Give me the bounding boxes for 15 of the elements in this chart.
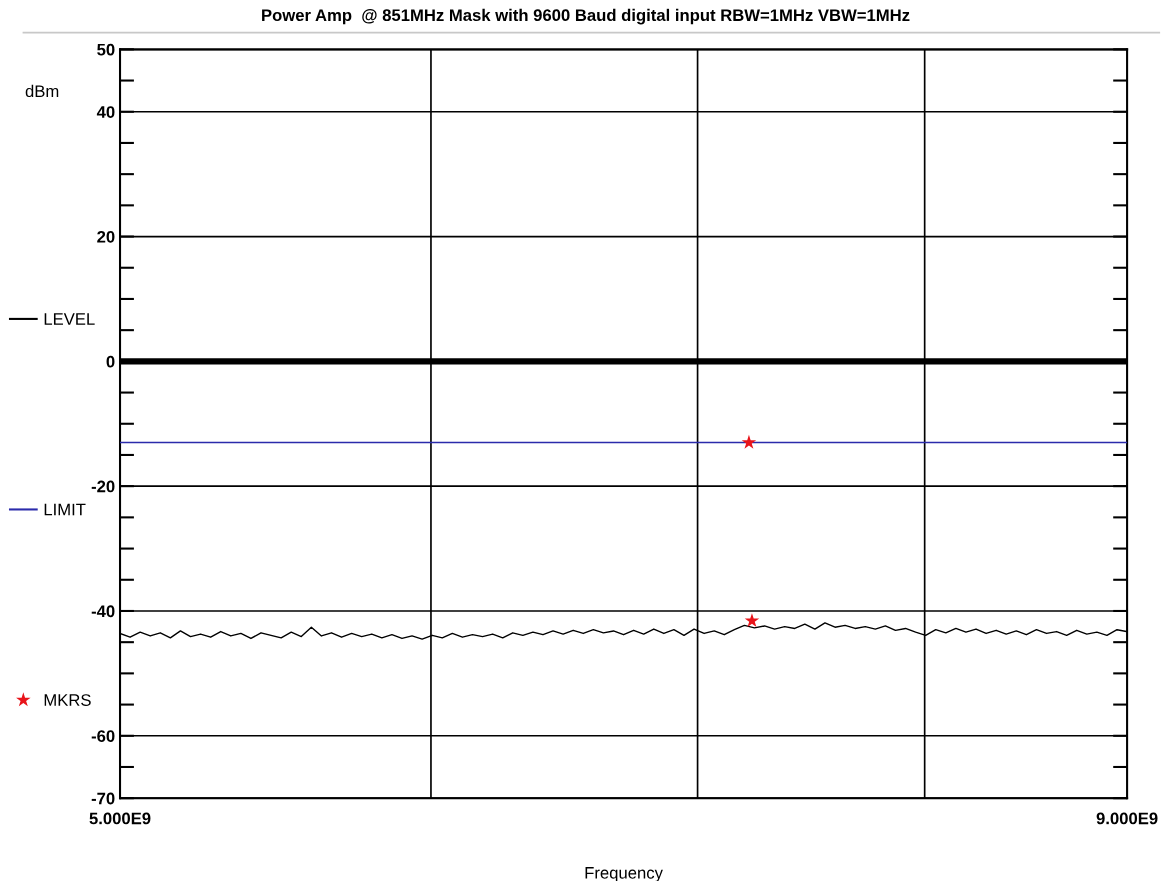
y-tick-label: -40 [91, 605, 115, 618]
legend-label: MKRS [44, 694, 91, 706]
x-tick-label: 5.000E9 [89, 812, 151, 825]
y-tick-label: -20 [91, 480, 115, 493]
y-axis-title: dBm [25, 84, 59, 98]
y-tick-label: 20 [97, 230, 115, 243]
y-tick-label: -70 [91, 792, 115, 805]
y-tick-label: 50 [97, 43, 115, 56]
y-tick-label: 0 [106, 355, 115, 368]
chart-title: Power Amp @ 851MHz Mask with 9600 Baud digital input RBW=1MHz VBW=1MHz [262, 8, 910, 25]
legend-label: LIMIT [44, 503, 86, 516]
y-tick-label: 40 [96, 106, 115, 118]
y-tick-label: -60 [91, 730, 115, 742]
x-tick-label: 9.000E9 [1096, 812, 1158, 825]
legend-label: LEVEL [44, 313, 95, 325]
